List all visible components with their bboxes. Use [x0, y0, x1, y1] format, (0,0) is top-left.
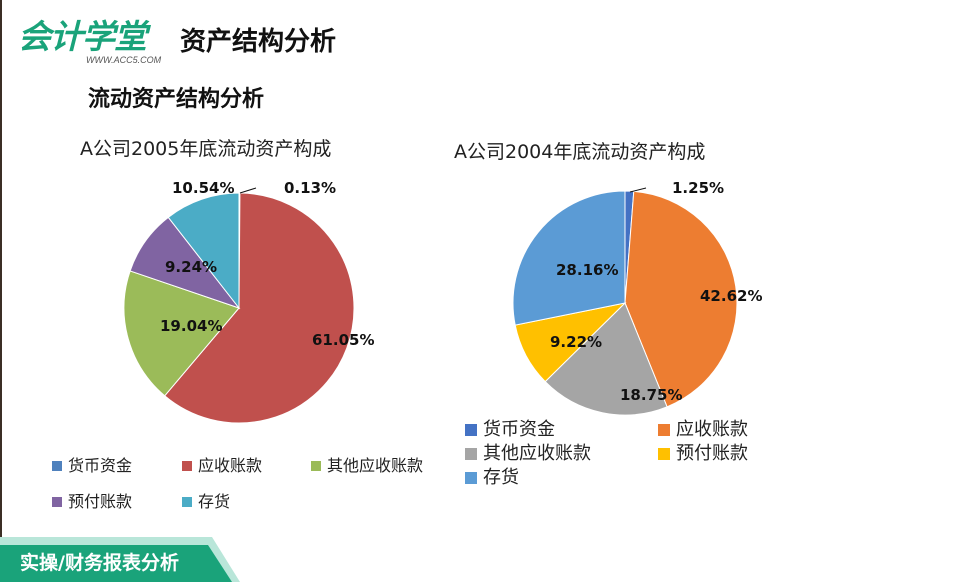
legend-item: 预付账款 [658, 444, 748, 464]
legend-swatch-icon [465, 472, 477, 484]
legend-swatch-icon [52, 497, 62, 507]
legend-label: 货币资金 [68, 456, 133, 475]
chart-title-2004: A公司2004年底流动资产构成 [454, 141, 706, 163]
legend-swatch-icon [465, 424, 477, 436]
legend-label: 其他应收账款 [483, 443, 591, 464]
logo-text: 会计学堂 [18, 17, 147, 56]
legend-item: 其他应收账款 [465, 444, 591, 464]
legend-item: 货币资金 [52, 456, 132, 476]
footer-band [0, 537, 240, 582]
legend-swatch-icon [182, 497, 192, 507]
section-title: 流动资产结构分析 [88, 87, 265, 112]
legend-label: 存货 [483, 467, 519, 488]
pie-slice [123, 270, 240, 397]
legend-swatch-icon [465, 448, 477, 460]
legend-swatch-icon [658, 424, 670, 436]
chart-title-2005: A公司2005年底流动资产构成 [80, 138, 332, 160]
logo-url: WWW.ACC5.COM [86, 55, 162, 65]
data-label: 0.13% [284, 179, 336, 197]
legend-item: 存货 [182, 492, 230, 512]
left-border [0, 0, 2, 582]
data-label: 28.16% [556, 261, 618, 279]
legend-label: 货币资金 [483, 419, 555, 440]
legend-swatch-icon [52, 461, 62, 471]
pie-slice [167, 192, 240, 310]
legend-swatch-icon [182, 461, 192, 471]
footer-label: 实操/财务报表分析 [20, 552, 179, 574]
data-label: 1.25% [672, 179, 724, 197]
data-label: 19.04% [160, 317, 222, 335]
legend-label: 应收账款 [676, 419, 748, 440]
legend-label: 预付账款 [676, 443, 748, 464]
logo: 会计学堂 WWW.ACC5.COM [18, 18, 173, 68]
pie-slice [624, 190, 738, 408]
pie-slice [163, 192, 355, 424]
data-label: 9.22% [550, 333, 602, 351]
data-label: 61.05% [312, 331, 374, 349]
legend-item: 存货 [465, 468, 519, 488]
legend-label: 应收账款 [198, 456, 263, 475]
legend-swatch-icon [311, 461, 321, 471]
pie-chart-2005: 0.13% 61.05% 19.04% 9.24% 10.54% [123, 179, 374, 424]
legend-label: 其他应收账款 [327, 456, 424, 475]
pie-slice [512, 190, 626, 326]
legend-item: 其他应收账款 [311, 456, 423, 476]
pie-slice [544, 302, 668, 416]
pie-chart-2004: 1.25% 42.62% 18.75% 9.22% 28.16% [512, 179, 762, 416]
data-label: 42.62% [700, 287, 762, 305]
legend-label: 存货 [198, 492, 231, 511]
legend-item: 应收账款 [658, 420, 748, 440]
legend-label: 预付账款 [68, 492, 133, 511]
legend-item: 货币资金 [465, 420, 555, 440]
leader-line [239, 187, 257, 194]
data-label: 9.24% [165, 258, 217, 276]
data-label: 10.54% [172, 179, 234, 197]
page-title: 资产结构分析 [180, 27, 337, 57]
legend-swatch-icon [658, 448, 670, 460]
data-label: 18.75% [620, 386, 682, 404]
legend-item: 预付账款 [52, 492, 132, 512]
leader-line [629, 187, 647, 193]
legend-item: 应收账款 [182, 456, 262, 476]
